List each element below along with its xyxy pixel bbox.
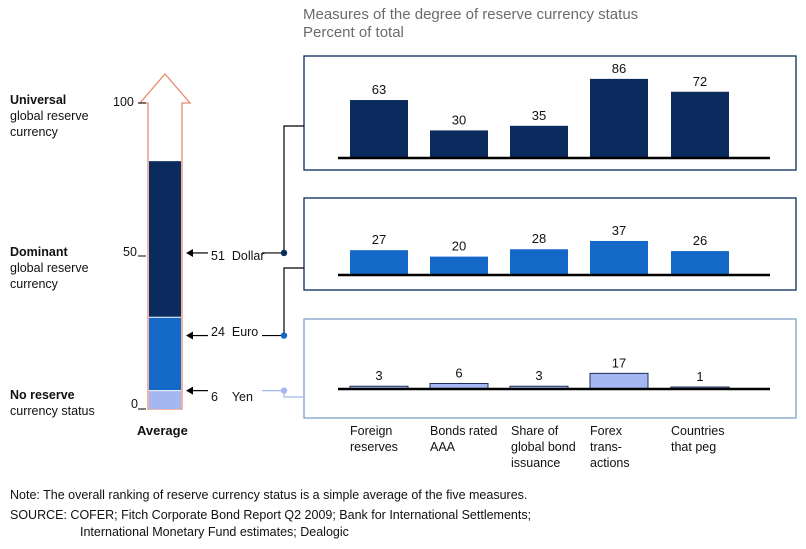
category-0-line1: Foreign [350,424,393,438]
yen-bar-label-2: 3 [535,368,542,383]
euro-bar-label-0: 27 [372,232,386,247]
category-label: Foreign reserves [350,423,398,455]
dollar-value: 51 [211,249,225,263]
average-segment-dollar [149,161,181,318]
euro-bar-label-4: 26 [693,233,707,248]
dollar-bar-label-2: 35 [532,108,546,123]
source-line1: SOURCE: COFER; Fitch Corporate Bond Repo… [10,508,532,522]
average-arrow-outline [138,73,192,410]
level-dominant-line1: global reserve [10,261,89,275]
dollar-bar-4 [671,91,729,158]
yen-bar-label-0: 3 [375,368,382,383]
category-4-line2: that peg [671,440,717,454]
dollar-panel [303,55,797,171]
euro-name: Euro [231,325,259,339]
dollar-pointer-head [186,248,193,257]
dollar-bar-label-1: 30 [452,112,466,127]
level-universal-line2: currency [10,125,58,139]
dollar-bar-label-3: 86 [612,61,626,76]
yen-value: 6 [211,390,218,404]
average-segment-euro [149,317,181,391]
yen-label: 6 Yen [211,390,253,404]
tick-50: 50 [123,245,137,259]
category-2-line1: Share of [511,424,559,438]
level-dominant-line2: currency [10,277,58,291]
euro-bar-2 [510,249,568,275]
category-1-line2: AAA [430,440,456,454]
dollar-name: Dollar [231,249,265,263]
category-label: Forex trans- actions [590,423,630,471]
level-universal: Universal global reserve currency [10,92,89,140]
average-segment-yen [149,390,181,409]
euro-bar-label-3: 37 [612,223,626,238]
dollar-bar-2 [510,125,568,158]
euro-bar-label-1: 20 [452,239,466,254]
category-label: Share of global bond issuance [511,423,576,471]
dollar-bar-3 [590,78,648,158]
chart-title-line1: Measures of the degree of reserve curren… [303,6,639,23]
level-none: No reserve currency status [10,387,95,419]
category-4-line1: Countries [671,424,725,438]
category-3-line3: actions [590,456,630,470]
level-none-line1: currency status [10,404,95,418]
level-universal-bold: Universal [10,93,67,107]
level-dominant: Dominant global reserve currency [10,244,89,292]
euro-connector-dot [280,332,288,339]
dollar-bar-label-0: 63 [372,82,386,97]
euro-label: 24 Euro [211,325,258,339]
source-line2: International Monetary Fund estimates; D… [80,525,349,539]
category-0-line2: reserves [350,440,398,454]
level-universal-line1: global reserve [10,109,89,123]
yen-bar-label-4: 1 [696,369,703,384]
category-label: Bonds rated AAA [430,423,497,455]
euro-bar-4 [671,251,729,275]
dollar-label: 51 Dollar [211,249,265,263]
yen-bar-label-3: 17 [612,355,626,370]
euro-bar-label-2: 28 [532,231,546,246]
category-2-line3: issuance [511,456,561,470]
euro-bar-0 [350,250,408,275]
dollar-connector-dot [280,249,288,257]
tick-100: 100 [113,95,134,109]
dollar-bar-label-4: 72 [693,74,707,89]
euro-bar-3 [590,240,648,275]
category-label: Countries that peg [671,423,725,455]
chart-title: Measures of the degree of reserve curren… [303,6,638,42]
level-none-bold: No reserve [10,388,75,402]
euro-panel [303,197,797,291]
euro-connector [262,267,304,337]
yen-connector-dot [280,387,288,394]
chart-subtitle: Percent of total [303,24,404,41]
yen-name: Yen [231,390,253,404]
dollar-connector [262,125,304,254]
euro-bar-1 [430,256,488,275]
dollar-bar-0 [350,100,408,158]
yen-pointer-head [186,386,193,395]
footnote: Note: The overall ranking of reserve cur… [10,488,528,502]
euro-value: 24 [211,325,225,339]
category-2-line2: global bond [511,440,576,454]
dollar-bar-1 [430,130,488,158]
yen-panel [303,318,797,419]
yen-bar-label-1: 6 [455,365,462,380]
average-label: Average [137,423,188,438]
category-3-line2: trans- [590,440,622,454]
yen-bar-3 [589,372,649,390]
tick-0: 0 [131,397,138,411]
category-1-line1: Bonds rated [430,424,498,438]
level-dominant-bold: Dominant [10,245,68,259]
euro-pointer-head [186,331,193,340]
category-3-line1: Forex [590,424,622,438]
